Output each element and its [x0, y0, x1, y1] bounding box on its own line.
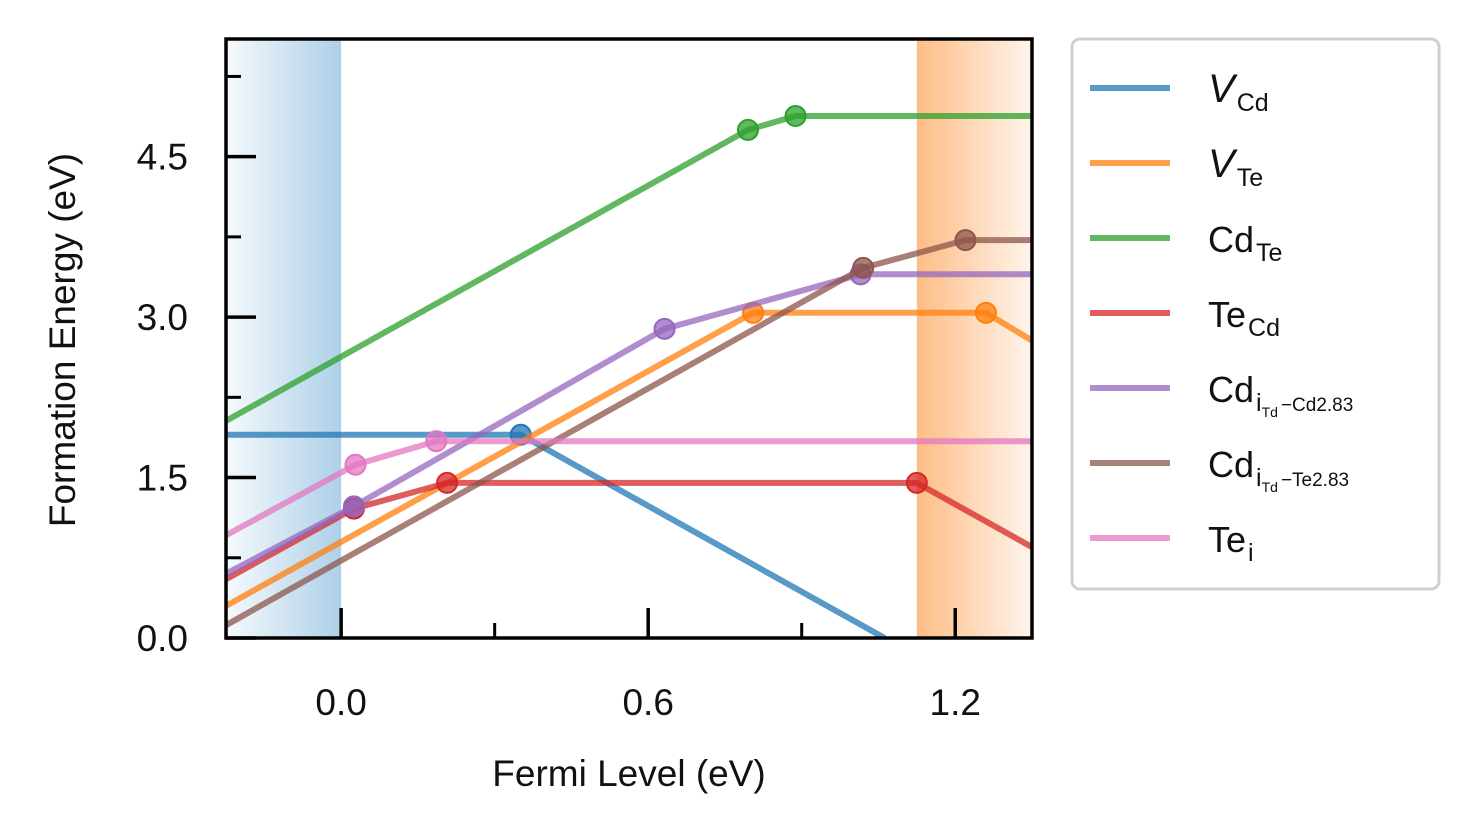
y-tick-label: 1.5: [137, 458, 188, 499]
transition-marker: [344, 453, 367, 476]
transition-marker: [784, 105, 807, 128]
y-axis-label: Formation Energy (eV): [42, 153, 83, 527]
x-axis-label: Fermi Level (eV): [492, 753, 765, 794]
legend-label: VCd: [1208, 67, 1269, 117]
x-tick-label: 0.6: [622, 682, 673, 723]
transition-marker: [905, 471, 928, 494]
series-line-5: [226, 271, 1032, 577]
series-4: [226, 471, 1032, 582]
series-6: [226, 229, 1032, 628]
series-line-2: [226, 309, 1032, 609]
transition-marker: [852, 256, 875, 279]
y-tick-label: 4.5: [137, 137, 188, 178]
plot-frame: [224, 37, 1034, 640]
transition-marker: [425, 430, 448, 453]
series-line-6: [226, 237, 1032, 628]
y-tick-label: 0.0: [137, 618, 188, 659]
legend-item: CdiTd −Cd2.83: [1090, 369, 1353, 420]
legend-items: VCd VTe CdTe TeCd CdiTd −Cd2.83 CdiTd −Te2.83 Te…: [1090, 67, 1353, 567]
transition-marker: [342, 495, 365, 518]
transition-marker: [974, 301, 997, 324]
series-line-3: [226, 113, 1032, 424]
legend-label: VTe: [1208, 142, 1263, 192]
legend-item: TeCd: [1090, 294, 1280, 342]
transition-marker: [436, 471, 459, 494]
legend-label: Tei: [1208, 519, 1254, 567]
legend: VCd VTe CdTe TeCd CdiTd −Cd2.83 CdiTd −Te2.83 Te…: [1070, 37, 1441, 591]
legend-label: CdiTd −Cd2.83: [1208, 369, 1353, 420]
series-7: [226, 430, 1032, 538]
axis-ticks: 0.0 0.6 1.2 0.0 1.5 3.0 4.5: [137, 74, 981, 723]
legend-label: CdTe: [1208, 219, 1282, 267]
series-3: [226, 105, 1032, 424]
band-edge-shading: [226, 39, 1032, 638]
legend-box: [1070, 37, 1441, 591]
legend-label: TeCd: [1208, 294, 1280, 342]
transition-marker: [653, 317, 676, 340]
x-tick-label: 0.0: [315, 682, 366, 723]
legend-item: VCd: [1090, 67, 1269, 117]
conduction-band-shade: [916, 39, 1032, 638]
legend-item: Tei: [1090, 519, 1254, 567]
legend-item: VTe: [1090, 142, 1263, 192]
series-layer: [226, 105, 1032, 638]
valence-band-shade: [226, 39, 342, 638]
y-tick-label: 3.0: [137, 297, 188, 338]
legend-item: CdTe: [1090, 219, 1282, 267]
series-line-7: [226, 438, 1032, 538]
transition-marker: [954, 229, 977, 252]
x-tick-label: 1.2: [930, 682, 981, 723]
legend-item: CdiTd −Te2.83: [1090, 444, 1349, 495]
legend-label: CdiTd −Te2.83: [1208, 444, 1349, 495]
transition-marker: [736, 118, 759, 141]
series-5: [226, 263, 1032, 577]
